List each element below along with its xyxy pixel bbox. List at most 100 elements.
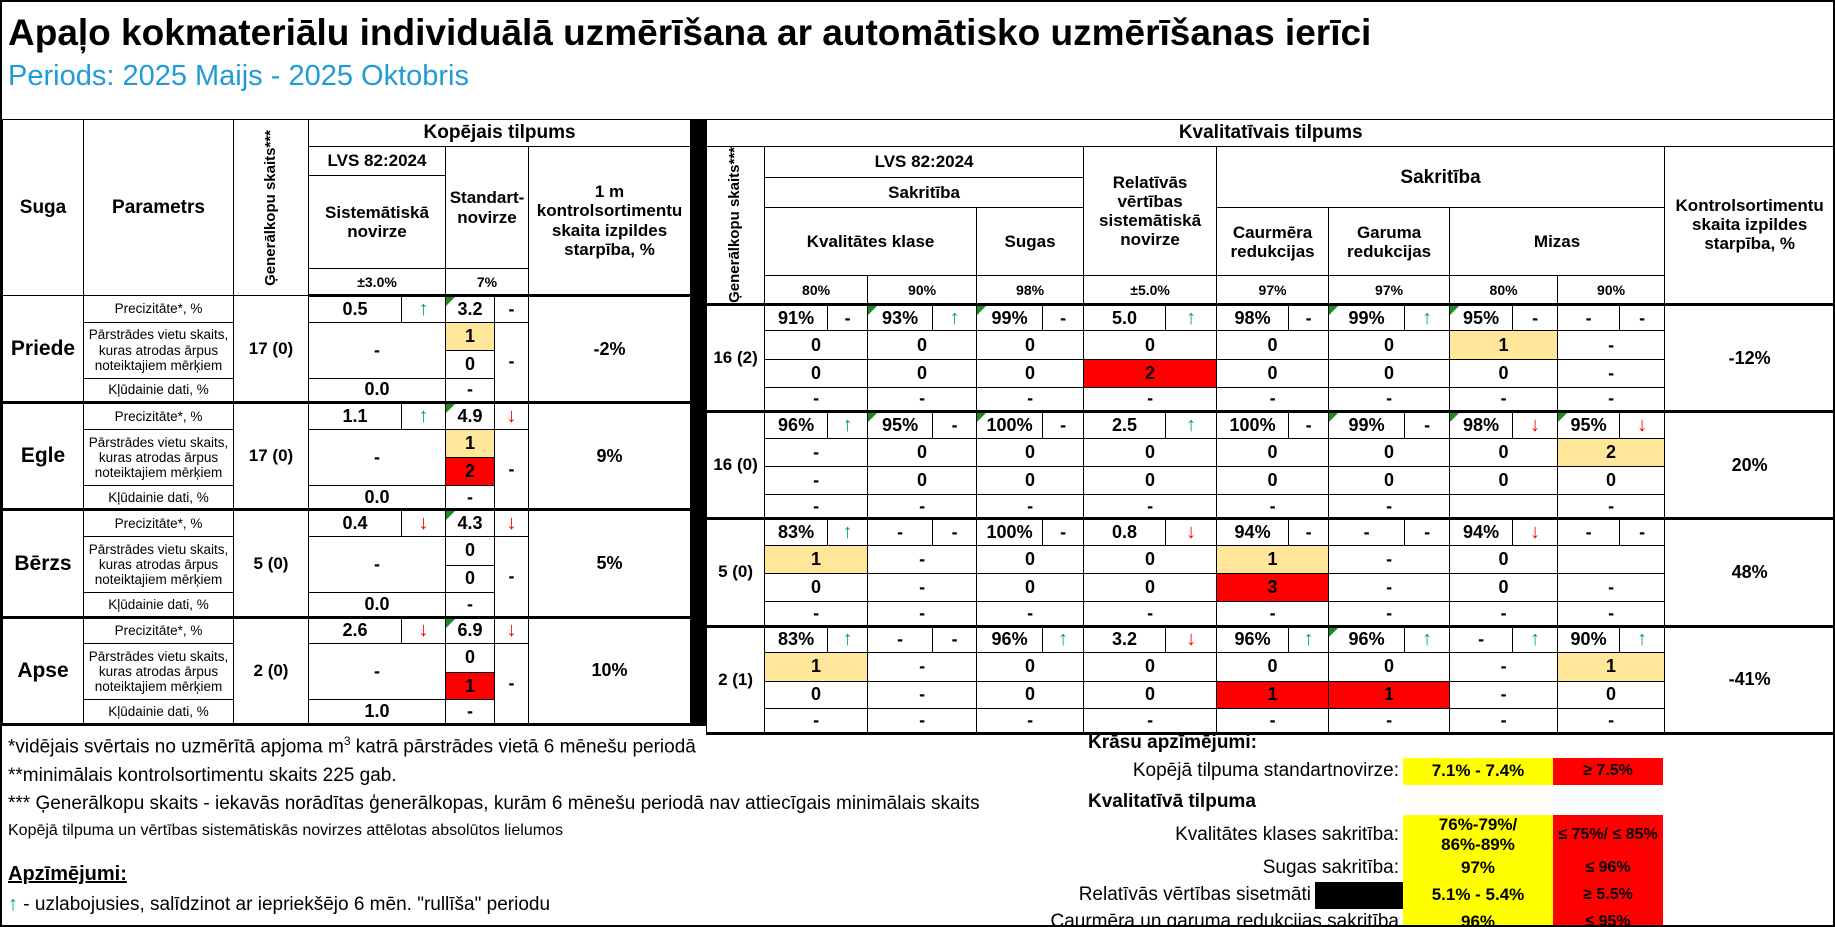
cell-value[interactable]: 0 [445, 643, 495, 673]
cell-value[interactable]: - [1328, 518, 1406, 546]
cell-value[interactable]: 0 [1328, 359, 1451, 388]
cell-value[interactable]: 0 [1083, 680, 1218, 710]
cell-value[interactable]: - [1557, 601, 1666, 628]
cell-value[interactable]: - [1328, 573, 1451, 603]
cell-value[interactable]: 83% [764, 518, 829, 546]
cell-value[interactable]: 0 [764, 573, 869, 603]
cell-value[interactable]: 0 [1216, 330, 1330, 361]
cell-value[interactable]: - [764, 437, 869, 468]
cell-value[interactable]: 0 [867, 437, 978, 468]
cell-trend[interactable]: ↑ [1165, 411, 1218, 439]
cell-param-label[interactable]: Pārstrādes vietu skaits, kuras atrodas ā… [83, 428, 234, 486]
cell-value[interactable]: 0 [976, 359, 1085, 388]
cell-value[interactable]: 100% [976, 411, 1044, 439]
cell-value[interactable]: 100% [976, 518, 1044, 546]
cell-value[interactable]: - [867, 544, 978, 575]
cell-species-name[interactable]: Apse [2, 616, 84, 726]
cell-trend[interactable]: ↑ [401, 295, 446, 323]
cell-value[interactable]: 0 [1449, 573, 1559, 603]
cell-trend[interactable]: ↑ [932, 303, 978, 332]
cell-value[interactable]: 0 [1449, 359, 1559, 388]
cell-value[interactable]: 90% [1557, 625, 1621, 654]
cell-value[interactable]: - [764, 386, 869, 414]
cell-value[interactable]: 1 [445, 321, 495, 352]
cell-value[interactable]: 0 [1083, 573, 1218, 603]
cell-value[interactable]: 98% [1216, 303, 1290, 332]
cell-value[interactable]: - [1557, 359, 1666, 388]
cell-value[interactable]: 0.0 [308, 484, 446, 512]
cell-value[interactable]: 1.1 [308, 402, 402, 430]
cell-trend[interactable]: - [1404, 411, 1451, 439]
cell-value[interactable]: 94% [1449, 518, 1514, 546]
cell-value[interactable]: - [867, 518, 934, 546]
cell-trend[interactable]: ↓ [1512, 411, 1559, 439]
cell-value[interactable]: 4.3 [445, 509, 495, 537]
cell-trend[interactable]: ↑ [1512, 625, 1559, 654]
cell-value[interactable]: 98% [1449, 411, 1514, 439]
cell-value[interactable]: - [445, 484, 495, 512]
cell-value[interactable]: - [1449, 601, 1559, 628]
cell-trend[interactable]: ↑ [1165, 303, 1218, 332]
cell-trend[interactable]: ↑ [827, 625, 869, 654]
cell-gen-count[interactable]: 16 (0) [706, 411, 766, 521]
cell-value[interactable]: 1 [445, 428, 495, 459]
cell-value[interactable]: - [867, 680, 978, 710]
cell-gen-count[interactable]: 5 (0) [706, 518, 766, 628]
cell-value[interactable]: 6.9 [445, 616, 495, 645]
cell-value[interactable]: - [308, 428, 446, 486]
cell-value[interactable]: 2 [1557, 437, 1666, 468]
cell-value[interactable]: 0 [1557, 466, 1666, 495]
cell-trend[interactable]: - [1288, 411, 1330, 439]
cell-trend[interactable]: ↓ [494, 616, 529, 645]
cell-gen-count[interactable]: 2 (1) [706, 625, 766, 735]
cell-value[interactable]: - [308, 643, 446, 701]
cell-value[interactable]: 0 [764, 359, 869, 388]
cell-species-name[interactable]: Egle [2, 402, 84, 512]
cell-value[interactable]: 0 [1083, 544, 1218, 575]
cell-value[interactable]: - [1557, 573, 1666, 603]
cell-value[interactable]: - [1557, 518, 1621, 546]
cell-trend[interactable]: - [494, 535, 529, 619]
cell-value[interactable]: 96% [764, 411, 829, 439]
cell-value[interactable]: 95% [1449, 303, 1514, 332]
cell-value[interactable]: - [976, 493, 1085, 521]
cell-value[interactable]: 0 [1328, 330, 1451, 361]
cell-onem-value[interactable]: 10% [527, 616, 692, 726]
cell-trend[interactable]: - [1042, 411, 1085, 439]
cell-value[interactable]: - [1449, 708, 1559, 735]
cell-value[interactable]: - [1083, 493, 1218, 521]
cell-value[interactable]: 99% [1328, 303, 1406, 332]
cell-value[interactable]: 0 [764, 330, 869, 361]
cell-param-label[interactable]: Kļūdainie dati, % [83, 699, 234, 726]
cell-value[interactable]: 0 [1216, 359, 1330, 388]
cell-value[interactable]: 1 [1557, 652, 1666, 682]
cell-value[interactable]: - [308, 535, 446, 594]
cell-value[interactable]: 4.9 [445, 402, 495, 430]
cell-trend[interactable]: ↑ [1619, 625, 1666, 654]
cell-value[interactable]: 96% [976, 625, 1044, 654]
cell-value[interactable]: 0 [1449, 544, 1559, 575]
cell-value[interactable]: - [976, 601, 1085, 628]
cell-value[interactable]: 99% [976, 303, 1044, 332]
cell-value[interactable]: 0 [1083, 466, 1218, 495]
cell-value[interactable]: 1 [445, 671, 495, 701]
cell-value[interactable]: - [1328, 601, 1451, 628]
cell-value[interactable]: 0 [1216, 652, 1330, 682]
cell-trend[interactable]: - [1288, 518, 1330, 546]
cell-value[interactable]: - [1216, 708, 1330, 735]
cell-trend[interactable]: - [827, 303, 869, 332]
cell-param-label[interactable]: Kļūdainie dati, % [83, 377, 234, 405]
cell-param-label[interactable]: Pārstrādes vietu skaits, kuras atrodas ā… [83, 321, 234, 379]
cell-param-label[interactable]: Precizitāte*, % [83, 295, 234, 323]
cell-trend[interactable]: - [494, 321, 529, 405]
cell-trend[interactable]: - [1619, 303, 1666, 332]
cell-param-label[interactable]: Precizitāte*, % [83, 509, 234, 537]
cell-value[interactable]: - [308, 321, 446, 379]
cell-value[interactable]: 2.5 [1083, 411, 1167, 439]
cell-trend[interactable]: ↓ [494, 509, 529, 537]
cell-value[interactable]: - [867, 493, 978, 521]
cell-trend[interactable]: ↑ [1042, 625, 1085, 654]
cell-value[interactable]: - [1557, 386, 1666, 414]
cell-param-label[interactable]: Precizitāte*, % [83, 402, 234, 430]
cell-trend[interactable]: - [932, 625, 978, 654]
